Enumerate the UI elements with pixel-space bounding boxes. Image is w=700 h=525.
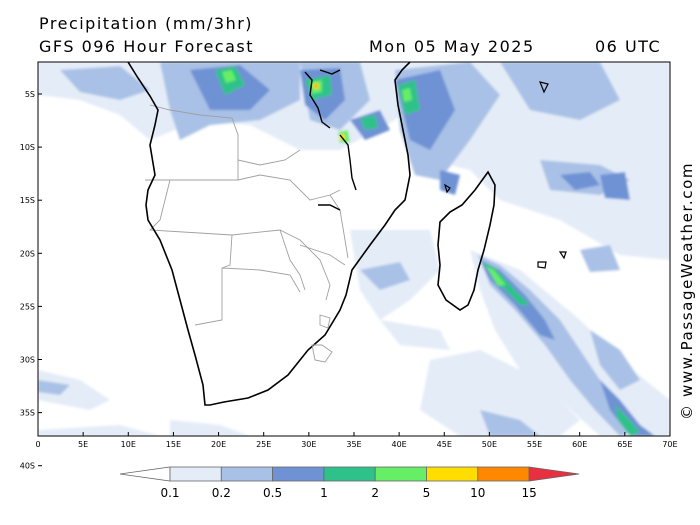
legend-swatch: [119, 466, 171, 482]
map-area: [38, 62, 670, 436]
lon-label: 55E: [527, 440, 542, 449]
lon-label: 10E: [121, 440, 136, 449]
legend-swatch: [374, 466, 427, 482]
legend-swatch: [477, 466, 530, 482]
legend-swatch: [169, 466, 222, 482]
legend-label: 10: [470, 486, 485, 500]
legend-swatch: [323, 466, 376, 482]
madagascar-coastline: [437, 170, 496, 311]
lon-label: 0: [35, 440, 40, 449]
legend-swatch: [528, 466, 580, 482]
lon-label: 50E: [482, 440, 497, 449]
legend-label: 5: [423, 486, 431, 500]
lat-label: 5S: [25, 90, 35, 99]
lat-label: 15S: [20, 196, 35, 205]
legend-label: 1: [320, 486, 328, 500]
valid-time: 06 UTC: [595, 37, 662, 56]
longitude-ticks: [37, 432, 671, 436]
precipitation-field: [38, 62, 670, 436]
latitude-labels: 5S 10S 15S 20S 25S 30S 35S 40S: [20, 90, 35, 471]
lat-label: 30S: [20, 356, 35, 365]
latitude-ticks: [38, 93, 42, 467]
model-run-title: GFS 096 Hour Forecast: [39, 37, 255, 56]
lon-label: 25E: [256, 440, 271, 449]
legend-swatch: [426, 466, 479, 482]
africa-coastline: [127, 62, 411, 406]
legend-swatch: [272, 466, 325, 482]
lat-label: 25S: [20, 302, 35, 311]
lon-label: 60E: [572, 440, 587, 449]
lon-label: 30E: [301, 440, 316, 449]
product-title: Precipitation (mm/3hr): [39, 14, 254, 33]
lon-label: 5E: [78, 440, 88, 449]
lon-label: 20E: [211, 440, 226, 449]
lon-label: 40E: [392, 440, 407, 449]
lon-label: 70E: [662, 440, 677, 449]
lat-label: 20S: [20, 249, 35, 258]
legend-label: 0.5: [263, 486, 282, 500]
lon-label: 45E: [437, 440, 452, 449]
lon-label: 15E: [166, 440, 181, 449]
valid-date: Mon 05 May 2025: [369, 37, 535, 56]
lat-label: 40S: [20, 462, 35, 471]
lat-label: 35S: [20, 409, 35, 418]
country-borders: [145, 104, 349, 326]
legend-label: 15: [521, 486, 536, 500]
legend-label: 0.2: [212, 486, 231, 500]
legend-swatch: [220, 466, 274, 482]
precipitation-legend: 0.1 0.2 0.5 1 2 5 10 15: [119, 466, 580, 500]
lat-label: 10S: [20, 143, 35, 152]
lon-label: 65E: [617, 440, 632, 449]
lon-label: 35E: [346, 440, 361, 449]
legend-label: 0.1: [160, 486, 179, 500]
legend-label: 2: [371, 486, 379, 500]
longitude-labels: 0 5E 10E 15E 20E 25E 30E 35E 40E 45E 50E 55E 60E 65E 7…: [35, 440, 677, 449]
copyright-credit: © www.PassageWeather.com: [678, 161, 696, 420]
